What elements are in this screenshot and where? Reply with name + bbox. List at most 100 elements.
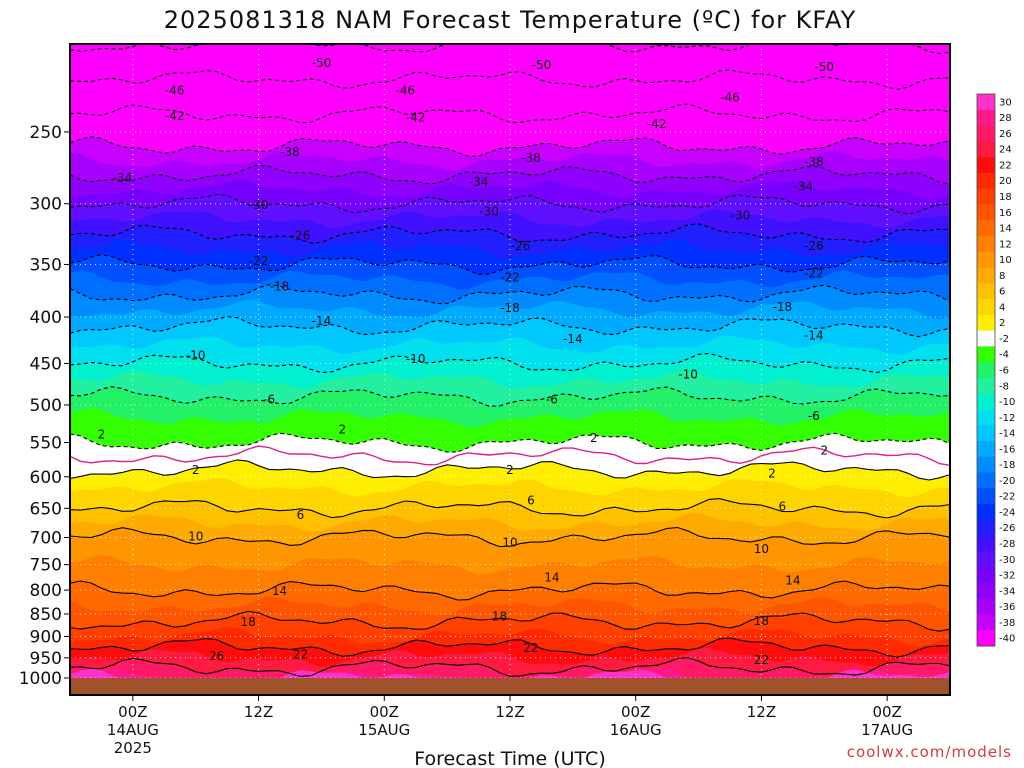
contour-label: -18 <box>500 301 520 315</box>
y-axis: 2503003504004505005506006507007508008509… <box>19 123 70 689</box>
contour-label: -10 <box>678 368 698 382</box>
colorbar-swatch <box>977 614 995 631</box>
contour-label: -42 <box>406 110 426 124</box>
colorbar-label: -32 <box>999 571 1015 582</box>
colorbar-swatch <box>977 299 995 316</box>
chart-title: 2025081318 NAM Forecast Temperature (ºC)… <box>164 6 856 34</box>
colorbar-label: 10 <box>999 255 1012 266</box>
contour-label: -26 <box>511 239 531 253</box>
colorbar-label: -28 <box>999 539 1015 550</box>
contour-18 <box>70 610 950 632</box>
contour-label: 10 <box>754 542 769 556</box>
y-tick-label: 700 <box>30 528 62 548</box>
contour-label: -14 <box>563 332 583 346</box>
ground-surface <box>70 678 950 695</box>
freezing-line <box>70 445 950 466</box>
colorbar-label: -34 <box>999 586 1015 597</box>
colorbar-swatch <box>977 330 995 347</box>
colorbar-label: -20 <box>999 476 1015 487</box>
contour-label: 6 <box>779 499 787 513</box>
contour-label: -50 <box>312 56 332 70</box>
contour-label: 6 <box>527 493 535 507</box>
contour-m6 <box>70 386 950 407</box>
colorbar-label: 18 <box>999 192 1012 203</box>
x-tick-label-date: 17AUG <box>861 721 913 739</box>
colorbar-swatch <box>977 504 995 521</box>
x-axis-label: Forecast Time (UTC) <box>414 748 605 768</box>
colorbar-swatch <box>977 283 995 300</box>
contour-label: -22 <box>500 271 520 285</box>
contour-label: 2 <box>506 463 514 477</box>
contour-m26 <box>70 223 950 244</box>
x-tick-label-date: 16AUG <box>610 721 662 739</box>
colorbar-swatch <box>977 409 995 426</box>
contour-labels: -50 -50 -50 -46 -46 -46 -42 -42 -42 -38 -38 -38 -34 -… <box>98 56 834 667</box>
contour-2 <box>70 459 950 481</box>
contour-label: -42 <box>647 117 667 131</box>
contour-label: -6 <box>808 409 820 423</box>
contour-26 <box>70 657 950 677</box>
contour-label: 18 <box>240 615 255 629</box>
contour-m30 <box>70 193 950 215</box>
contour-label: 26 <box>209 649 224 663</box>
contour-label: 2 <box>192 463 200 477</box>
contour-label: -38 <box>804 155 824 169</box>
colorbar-label: -36 <box>999 602 1015 613</box>
colorbar-label: -4 <box>999 350 1009 361</box>
colorbar-label: 16 <box>999 208 1012 219</box>
contour-label: 2 <box>339 422 347 436</box>
x-tick-label-time: 00Z <box>370 703 399 721</box>
colorbar-swatch <box>977 346 995 363</box>
colorbar-label: -26 <box>999 523 1015 534</box>
colorbar-swatch <box>977 567 995 584</box>
contour-label: 14 <box>785 574 800 588</box>
colorbar-label: 12 <box>999 239 1012 250</box>
y-tick-label: 750 <box>30 556 62 576</box>
colorbar-label: 30 <box>999 97 1012 108</box>
contour-label: -30 <box>731 208 751 222</box>
contour-m42 <box>70 103 950 124</box>
contour-m38 <box>70 136 950 157</box>
colorbar-label: -40 <box>999 634 1015 645</box>
contour-label: -34 <box>794 179 814 193</box>
contour-label: 10 <box>188 529 203 543</box>
colorbar-swatch <box>977 519 995 537</box>
colorbar-label: 22 <box>999 160 1012 171</box>
y-tick-label: 300 <box>30 195 62 215</box>
colorbar-swatch <box>977 188 995 205</box>
colorbar-label: -16 <box>999 444 1015 455</box>
colorbar-swatch <box>977 630 995 647</box>
colorbar-swatch <box>977 172 995 190</box>
contour-label: 2 <box>820 443 828 457</box>
contour-label: -14 <box>312 314 332 328</box>
contour-label: 22 <box>754 653 769 667</box>
y-tick-label: 500 <box>30 396 62 416</box>
plot-area: -50 -50 -50 -46 -46 -46 -42 -42 -42 -38 -38 -38 -34 -… <box>70 44 950 695</box>
band-level-26 <box>70 657 950 678</box>
colorbar-label: 20 <box>999 176 1012 187</box>
colorbar-swatch <box>977 393 995 410</box>
x-tick-label-date: 14AUG <box>107 721 159 739</box>
contour-label: -50 <box>814 60 834 74</box>
contour-lines <box>70 44 950 677</box>
contour-label: -34 <box>469 175 489 189</box>
colorbar-swatch <box>977 440 995 458</box>
y-tick-label: 650 <box>30 499 62 519</box>
colorbar-swatch <box>977 109 995 127</box>
colorbar-swatch <box>977 535 995 552</box>
contour-10 <box>70 526 950 548</box>
contour-m46 <box>70 69 950 90</box>
colorbar-label: 2 <box>999 318 1005 329</box>
colorbar-label: -24 <box>999 507 1015 518</box>
colorbar-label: -18 <box>999 460 1015 471</box>
y-tick-label: 800 <box>30 581 62 601</box>
contour-label: 6 <box>297 508 305 522</box>
contour-label: -42 <box>165 109 185 123</box>
y-tick-label: 950 <box>30 649 62 669</box>
colorbar-swatch <box>977 251 995 268</box>
colorbar-swatch <box>977 472 995 489</box>
colorbar-swatch <box>977 598 995 615</box>
contour-label: -30 <box>249 198 269 212</box>
colorbar-label: 14 <box>999 224 1012 235</box>
